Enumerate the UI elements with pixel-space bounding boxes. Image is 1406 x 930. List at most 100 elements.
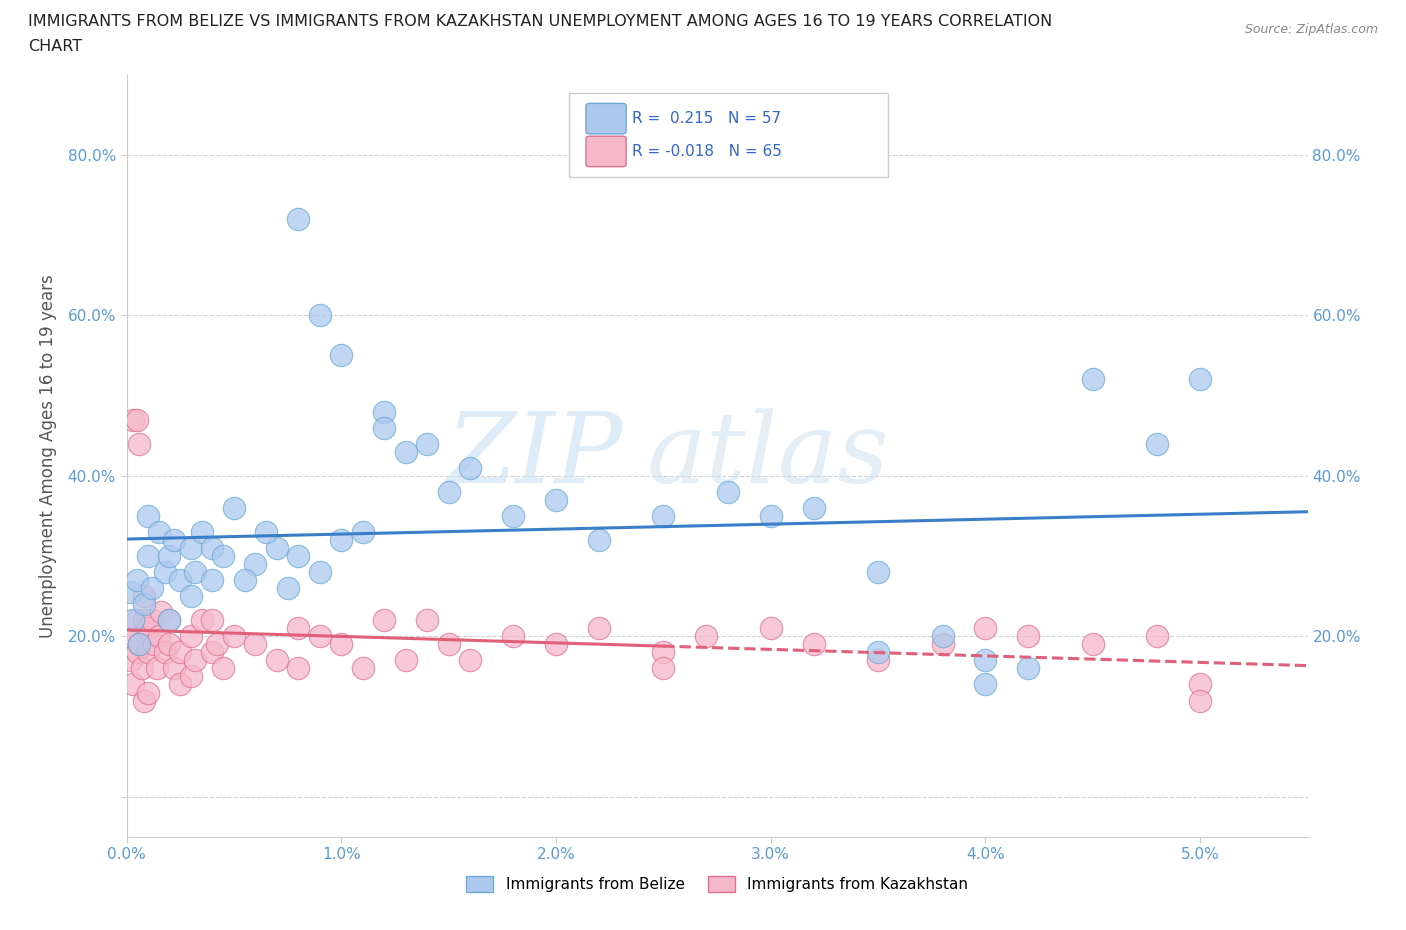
Point [652,509,675,524]
Point [180,629,202,644]
Point [136,644,159,659]
Point [128,637,150,652]
Point [395,445,418,459]
Point [437,485,460,499]
Point [1081,637,1104,652]
Point [502,629,524,644]
Point [287,211,309,226]
Point [120,585,142,600]
Point [120,653,142,668]
Point [159,613,181,628]
Point [266,653,288,668]
Point [330,637,353,652]
Point [201,613,224,628]
Point [190,525,212,539]
Point [124,629,146,644]
Point [190,613,212,628]
Point [180,540,202,555]
Point [222,629,245,644]
Point [143,637,166,652]
Point [695,629,717,644]
Point [212,549,235,564]
Point [184,653,207,668]
Point [141,580,163,595]
FancyBboxPatch shape [569,94,889,178]
Point [163,661,186,676]
Point [717,485,740,499]
Point [245,557,267,572]
Legend: Immigrants from Belize, Immigrants from Kazakhstan: Immigrants from Belize, Immigrants from … [460,870,974,898]
Point [132,589,155,604]
Point [159,637,181,652]
Point [132,613,155,628]
Point [127,573,149,588]
Point [868,644,890,659]
Point [212,661,235,676]
Point [127,412,149,427]
Point [308,308,330,323]
Point [1146,629,1168,644]
Point [373,613,395,628]
Text: ZIP: ZIP [446,408,623,503]
Point [759,509,782,524]
Point [136,549,159,564]
Point [352,661,374,676]
Point [169,573,191,588]
Point [118,629,141,644]
Text: IMMIGRANTS FROM BELIZE VS IMMIGRANTS FROM KAZAKHSTAN UNEMPLOYMENT AMONG AGES 16 : IMMIGRANTS FROM BELIZE VS IMMIGRANTS FRO… [28,14,1052,29]
Text: Source: ZipAtlas.com: Source: ZipAtlas.com [1244,23,1378,36]
Point [1017,661,1039,676]
Point [136,509,159,524]
Point [352,525,374,539]
Point [141,613,163,628]
Point [1146,436,1168,451]
Point [588,621,610,636]
Point [148,629,170,644]
Point [132,693,155,708]
Point [308,565,330,579]
Point [169,677,191,692]
Point [153,644,176,659]
Point [184,565,207,579]
Point [330,533,353,548]
Point [233,573,256,588]
Point [1081,372,1104,387]
Point [180,669,202,684]
Point [588,533,610,548]
Point [373,420,395,435]
Point [974,621,997,636]
Point [245,637,267,652]
Point [201,573,224,588]
FancyBboxPatch shape [586,103,626,134]
Point [1189,677,1212,692]
Point [159,613,181,628]
Point [803,637,825,652]
Point [803,500,825,515]
Point [395,653,418,668]
Point [759,621,782,636]
Point [127,613,149,628]
Point [287,621,309,636]
Point [974,677,997,692]
Point [201,644,224,659]
Point [458,653,481,668]
Point [169,644,191,659]
Point [145,661,167,676]
Point [159,549,181,564]
Point [201,540,224,555]
Point [128,436,150,451]
Point [1189,693,1212,708]
Point [149,604,172,619]
Point [330,348,353,363]
Point [153,565,176,579]
Point [1189,372,1212,387]
Point [652,644,675,659]
Point [180,589,202,604]
Y-axis label: Unemployment Among Ages 16 to 19 years: Unemployment Among Ages 16 to 19 years [38,273,56,638]
Point [122,613,145,628]
Point [308,629,330,644]
Text: atlas: atlas [647,408,889,503]
Point [136,685,159,700]
Point [931,629,953,644]
Point [205,637,228,652]
